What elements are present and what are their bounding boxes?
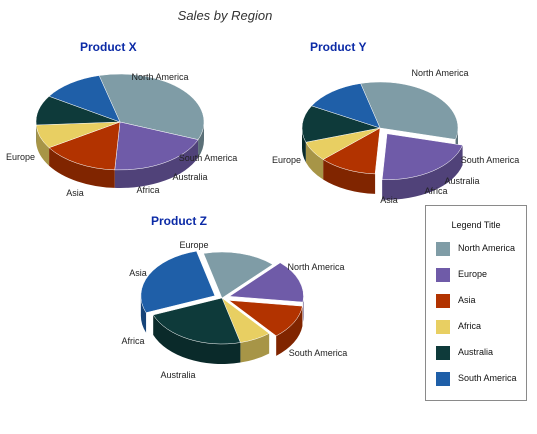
legend-item-south-america: South America bbox=[436, 372, 526, 386]
pie-slice-side bbox=[240, 333, 270, 363]
pie-slice-australia bbox=[301, 105, 381, 143]
pie-slice-side bbox=[302, 296, 304, 323]
pie-slice-south-america bbox=[311, 83, 381, 129]
pie-slice-north-america bbox=[203, 251, 274, 299]
slice-label: Africa bbox=[121, 336, 144, 346]
pie-0: North America Europe Asia Africa Australia So… bbox=[6, 72, 237, 198]
legend-swatch bbox=[436, 242, 450, 256]
pie-slice-side bbox=[198, 122, 204, 158]
slice-label: Europe bbox=[6, 152, 35, 162]
slice-label: South America bbox=[289, 348, 348, 358]
chart-title: Sales by Region bbox=[177, 8, 273, 23]
slice-label: Africa bbox=[136, 185, 159, 195]
slice-label: Asia bbox=[380, 195, 398, 205]
legend-swatch bbox=[436, 268, 450, 282]
slice-label: Australia bbox=[172, 172, 207, 182]
pie-slice-asia bbox=[48, 121, 121, 171]
pie-slice-europe bbox=[381, 133, 463, 180]
slice-label: South America bbox=[461, 155, 520, 165]
legend: Legend Title North America Europe Asia A… bbox=[425, 205, 527, 401]
pie-slice-side bbox=[276, 306, 303, 356]
legend-item-europe: Europe bbox=[436, 268, 526, 282]
legend-title: Legend Title bbox=[451, 220, 501, 230]
legend-swatch bbox=[436, 372, 450, 386]
slice-label: Australia bbox=[444, 176, 479, 186]
slice-label: Europe bbox=[179, 240, 208, 250]
pie-slice-australia bbox=[152, 297, 241, 345]
slice-label: South America bbox=[179, 153, 238, 163]
pie-slice-north-america bbox=[98, 73, 205, 140]
pie-slice-side bbox=[36, 125, 50, 166]
pie-slice-south-america bbox=[140, 250, 216, 313]
slice-label: Africa bbox=[424, 186, 447, 196]
legend-label: Europe bbox=[458, 269, 488, 279]
legend-label: North America bbox=[458, 243, 516, 253]
slice-label: Asia bbox=[129, 268, 147, 278]
pie-slice-side bbox=[382, 145, 463, 200]
pie-slice-europe bbox=[114, 121, 199, 171]
legend-item-australia: Australia bbox=[436, 346, 526, 360]
pie-title-product-x: Product X bbox=[80, 40, 137, 54]
pie-slice-side bbox=[49, 147, 115, 188]
pie-slice-side bbox=[302, 128, 306, 163]
slice-label: North America bbox=[287, 262, 344, 272]
legend-swatch bbox=[436, 320, 450, 334]
slice-label: North America bbox=[131, 72, 188, 82]
pie-slice-north-america bbox=[360, 81, 459, 140]
pie-2: North America Europe Asia Africa Australia So… bbox=[121, 240, 347, 380]
legend-item-africa: Africa bbox=[436, 320, 526, 334]
legend-label: Africa bbox=[458, 321, 482, 331]
slice-label: North America bbox=[411, 68, 468, 78]
legend-label: Asia bbox=[458, 295, 476, 305]
legend-swatch bbox=[436, 294, 450, 308]
legend-label: Australia bbox=[458, 347, 494, 357]
slice-label: Europe bbox=[272, 155, 301, 165]
legend-item-north-america: North America bbox=[436, 242, 526, 256]
pie-slice-south-america bbox=[48, 75, 121, 123]
pie-slice-asia bbox=[228, 300, 303, 337]
pie-slice-europe bbox=[228, 262, 304, 303]
legend-label: South America bbox=[458, 373, 517, 383]
slice-label: Australia bbox=[160, 370, 195, 380]
pie-slice-side bbox=[153, 314, 241, 364]
pie-title-product-z: Product Z bbox=[151, 214, 207, 228]
legend-item-asia: Asia bbox=[436, 294, 526, 308]
slice-label: Asia bbox=[66, 188, 84, 198]
pie-title-product-y: Product Y bbox=[310, 40, 367, 54]
pie-slice-side bbox=[114, 139, 199, 188]
legend-swatch bbox=[436, 346, 450, 360]
pie-slice-side bbox=[305, 142, 324, 180]
pie-slice-side bbox=[323, 159, 376, 194]
